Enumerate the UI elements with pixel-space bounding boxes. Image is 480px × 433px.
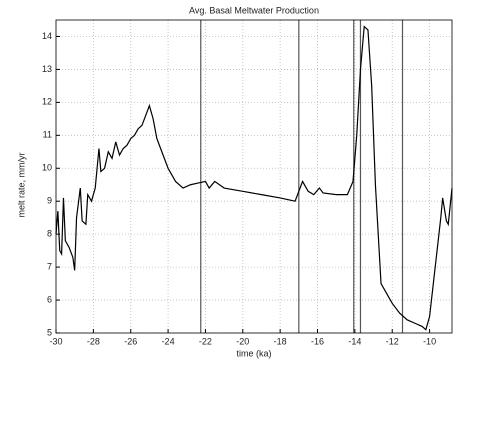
y-tick-label: 7 bbox=[47, 261, 52, 271]
x-tick-label: -10 bbox=[423, 336, 436, 346]
x-tick-label: -28 bbox=[87, 336, 100, 346]
y-tick-label: 12 bbox=[42, 97, 52, 107]
y-tick-label: 9 bbox=[47, 196, 52, 206]
chart-title: Avg. Basal Meltwater Production bbox=[189, 5, 319, 15]
x-tick-label: -12 bbox=[386, 336, 399, 346]
y-tick-label: 13 bbox=[42, 64, 52, 74]
x-axis-label: time (ka) bbox=[236, 348, 271, 358]
data-line bbox=[55, 25, 453, 331]
y-tick-label: 6 bbox=[47, 294, 52, 304]
plot-frame bbox=[55, 19, 453, 334]
y-axis-label: melt rate, mm/yr bbox=[16, 152, 26, 217]
x-tick-label: -16 bbox=[311, 336, 324, 346]
y-tick-label: 11 bbox=[43, 130, 52, 140]
y-tick-label: 14 bbox=[42, 31, 52, 41]
y-tick-label: 10 bbox=[42, 163, 52, 173]
x-tick-label: -22 bbox=[199, 336, 212, 346]
y-tick-label: 8 bbox=[47, 229, 52, 239]
x-tick-label: -20 bbox=[236, 336, 249, 346]
x-tick-label: -18 bbox=[274, 336, 287, 346]
y-tick-label: 5 bbox=[47, 327, 52, 337]
x-tick-label: -24 bbox=[162, 336, 175, 346]
x-tick-label: -14 bbox=[348, 336, 361, 346]
x-tick-label: -26 bbox=[124, 336, 137, 346]
x-tick-label: -30 bbox=[49, 336, 62, 346]
